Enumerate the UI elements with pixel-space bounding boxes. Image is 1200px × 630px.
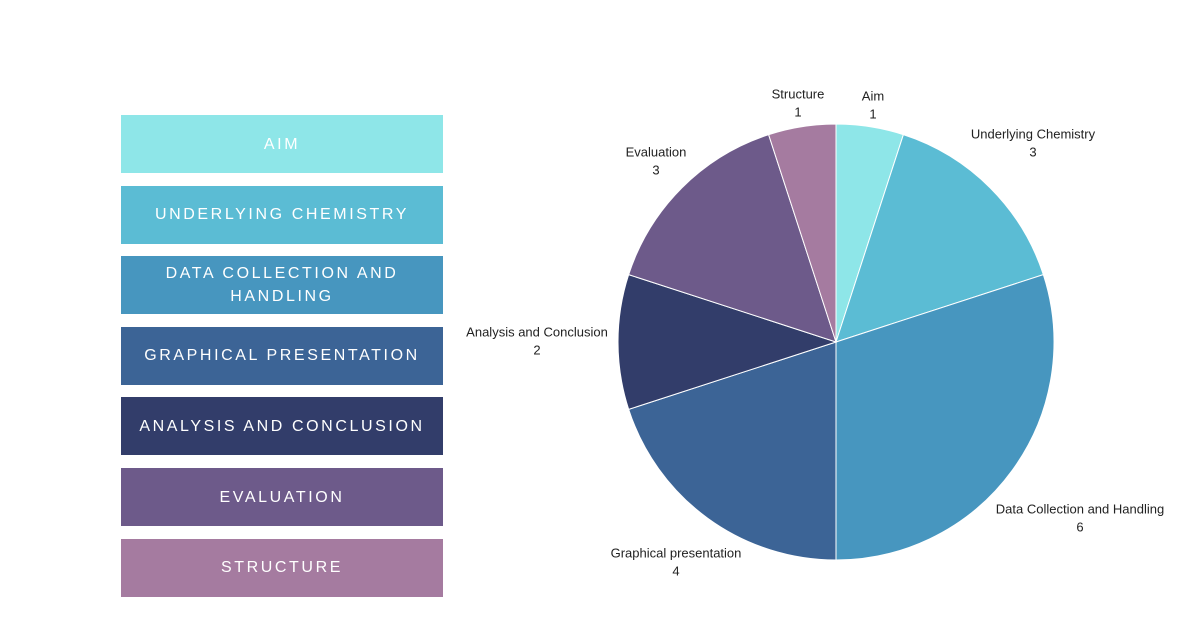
pie-slice xyxy=(628,134,837,343)
pie-slice xyxy=(768,123,837,343)
slice-value: 3 xyxy=(1029,144,1036,159)
slice-label: Graphical presentation xyxy=(611,545,742,560)
slice-value: 2 xyxy=(533,342,540,357)
slice-label: Data Collection and Handling xyxy=(996,501,1164,516)
pie-slice xyxy=(628,341,837,561)
legend-item: STRUCTURE xyxy=(121,538,443,597)
legend-item: UNDERLYING CHEMISTRY xyxy=(121,185,443,244)
slice-label: Aim xyxy=(862,88,884,103)
pie-slice xyxy=(835,134,1044,343)
slice-value: 1 xyxy=(869,106,876,121)
pie-slice xyxy=(617,274,838,410)
legend-item: AIM xyxy=(121,115,443,173)
legend-item: ANALYSIS AND CONCLUSION xyxy=(121,397,443,456)
slice-label: Structure xyxy=(772,86,825,101)
legend-item: GRAPHICAL PRESENTATION xyxy=(121,326,443,385)
legend-item: EVALUATION xyxy=(121,468,443,526)
slice-value: 4 xyxy=(672,563,679,578)
pie-slice xyxy=(835,274,1055,561)
slice-label: Evaluation xyxy=(626,144,687,159)
slice-value: 3 xyxy=(652,162,659,177)
legend-item: DATA COLLECTION AND HANDLING xyxy=(121,256,443,315)
slice-label: Analysis and Conclusion xyxy=(466,324,608,339)
slice-value: 1 xyxy=(794,104,801,119)
slice-value: 6 xyxy=(1076,519,1083,534)
slice-label: Underlying Chemistry xyxy=(971,126,1096,141)
